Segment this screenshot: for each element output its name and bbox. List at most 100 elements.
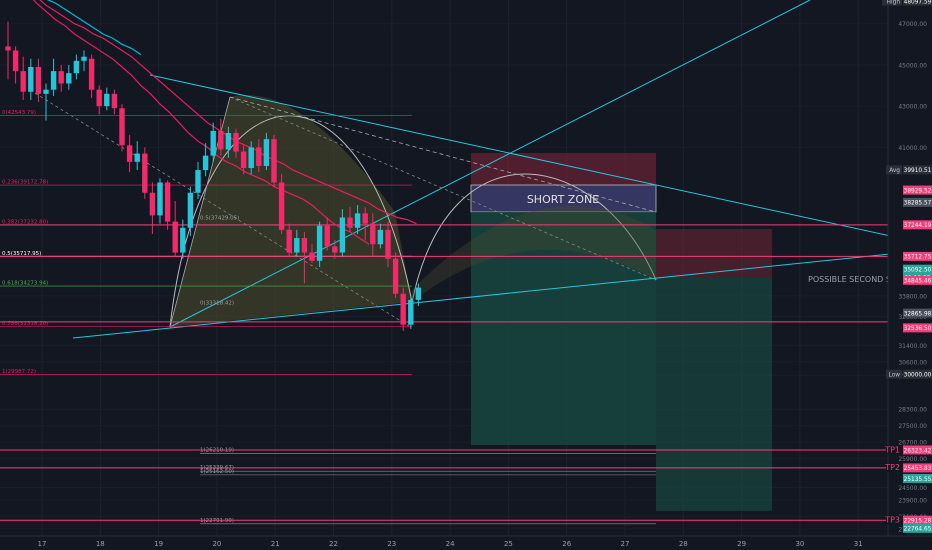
candle-body	[324, 225, 330, 247]
candle-body	[88, 58, 95, 90]
fib-label: 1(29987.72)	[2, 369, 36, 375]
price-badge-label: High	[887, 0, 901, 5]
stop-zone-box	[471, 153, 656, 185]
candle-body	[339, 217, 346, 253]
price-badge	[903, 165, 932, 175]
price-badge	[903, 251, 932, 261]
price-tick-label: 26700.00	[898, 440, 927, 447]
inner-fib-label: 0.5(37429.05)	[200, 216, 239, 222]
price-tick-label: 43000.00	[898, 104, 927, 111]
moving-average-line	[46, 0, 142, 56]
fib-label: 0.618(34273.94)	[2, 281, 48, 287]
price-badge-value: 30000.00	[904, 372, 932, 378]
price-badge-label: TP3	[884, 516, 900, 525]
time-tick-label: 27	[621, 540, 630, 548]
time-tick-label: 29	[737, 540, 746, 548]
candle-body	[43, 89, 49, 94]
candle-body	[354, 213, 361, 228]
price-badge-value: 26323.42	[904, 448, 932, 454]
support-trendline	[72, 252, 901, 339]
candle-body	[81, 56, 87, 61]
candle-body	[210, 130, 216, 156]
fib-label: 0.786(32318.20)	[2, 321, 48, 327]
price-badge-tag	[886, 445, 902, 455]
candle-body	[5, 46, 11, 51]
price-badge-label: TP2	[884, 463, 900, 472]
candle-body	[385, 229, 391, 259]
price-badge	[903, 308, 932, 318]
candle-body	[271, 139, 277, 183]
candle-body	[111, 93, 118, 109]
price-badge	[903, 515, 932, 525]
price-tick-label: 30600.00	[898, 359, 927, 366]
candle-body	[50, 71, 57, 90]
price-tick-label: 41000.00	[898, 145, 927, 152]
price-badge-tag	[886, 463, 902, 473]
price-badge-value: 38929.52	[904, 188, 932, 194]
time-tick-label: 20	[212, 540, 221, 548]
price-badge-value: 25135.55	[904, 477, 932, 483]
price-badge-value: 35092.50	[904, 267, 932, 273]
price-tick-label: 33800.00	[898, 293, 927, 300]
time-axis[interactable]	[0, 536, 932, 550]
moving-average-line	[32, 0, 370, 245]
short-zone-label: SHORT ZONE	[527, 193, 599, 206]
price-badge-value: 39910.51	[904, 168, 932, 174]
time-axis-ticks: 17 18 19 20 21 22 23 24 25 26 27 28 29 30 31	[38, 540, 863, 548]
candle-body	[301, 238, 308, 253]
candle-body	[126, 145, 133, 162]
target-zone-box-1	[471, 212, 656, 445]
candle-body	[142, 153, 148, 193]
moving-average-line	[39, 0, 417, 225]
candle-body	[58, 71, 64, 84]
candle-body	[218, 130, 224, 150]
price-badge-value: 35712.75	[904, 255, 932, 261]
time-tick-label: 18	[96, 540, 105, 548]
candle-body	[172, 221, 178, 253]
fib-label: 0.5(35717.95)	[2, 251, 41, 257]
price-badge	[903, 323, 932, 333]
cup-fill-2	[412, 205, 656, 302]
time-tick-label: 28	[679, 540, 688, 548]
candlesticks	[5, 21, 422, 331]
target-zone-box-2	[656, 278, 772, 511]
candle-body	[256, 147, 262, 166]
price-tick-label: 27500.00	[898, 423, 927, 430]
price-badge-tag	[882, 0, 902, 6]
time-tick-label: 21	[271, 540, 280, 548]
fib-label: 0(42543.79)	[2, 110, 36, 116]
descending-trendline	[149, 74, 901, 239]
time-tick-label: 23	[387, 540, 396, 548]
candle-body	[278, 182, 285, 230]
time-tick-label: 30	[795, 540, 804, 548]
candle-body	[195, 170, 201, 193]
candle-body	[362, 213, 368, 224]
candle-body	[233, 132, 239, 152]
price-badge	[903, 473, 932, 483]
time-tick-label: 22	[329, 540, 338, 548]
candle-body	[20, 71, 26, 92]
candle-body	[225, 132, 232, 150]
time-tick-label: 17	[38, 540, 47, 548]
candle-body	[73, 60, 80, 74]
price-badge	[903, 463, 932, 473]
candle-body	[240, 151, 247, 169]
target-label: 1(22791.90)	[200, 518, 234, 524]
price-badge	[903, 275, 932, 285]
time-tick-label: 26	[562, 540, 571, 548]
price-badge-value: 32865.98	[904, 311, 932, 317]
price-tick-label: 28300.00	[898, 407, 927, 414]
price-tick-label: 24500.00	[898, 485, 927, 492]
candle-body	[263, 139, 270, 166]
price-badge	[903, 185, 932, 195]
candle-body	[134, 153, 140, 162]
candle-body	[66, 73, 72, 84]
candle-body	[316, 225, 323, 261]
price-badge-tag	[886, 165, 902, 175]
price-tick-label: 47000.00	[898, 21, 927, 28]
candle-body	[377, 229, 384, 245]
harmonic-pattern-fill	[170, 95, 412, 328]
candle-body	[187, 192, 194, 228]
